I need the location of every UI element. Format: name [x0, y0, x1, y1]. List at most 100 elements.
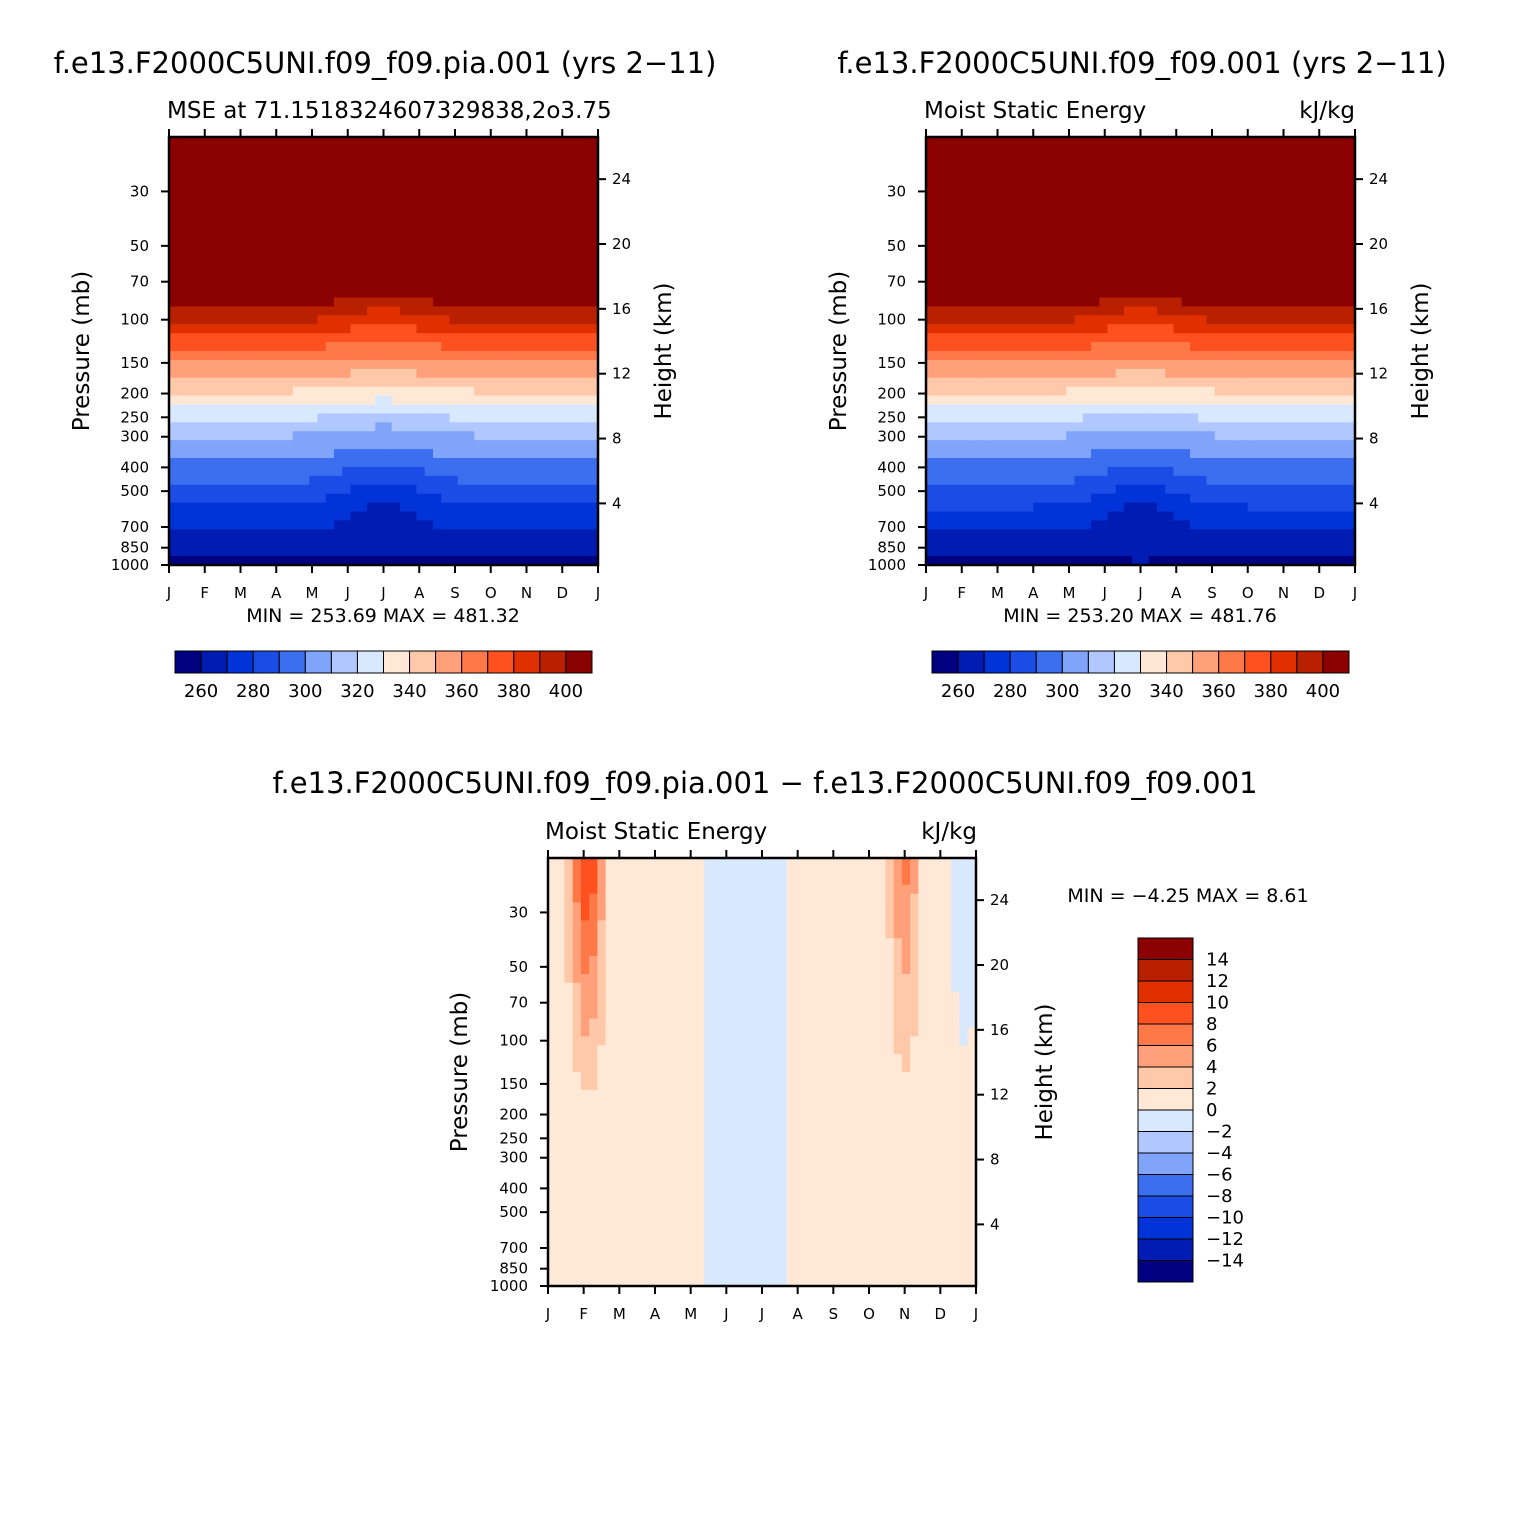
- contour-cell: [334, 449, 343, 459]
- contour-cell: [1016, 226, 1026, 236]
- contour-cell: [1280, 235, 1290, 245]
- contour-cell: [342, 413, 352, 423]
- contour-cell: [449, 208, 459, 218]
- contour-cell: [226, 484, 236, 495]
- contour-cell: [540, 502, 550, 513]
- contour-cell: [1289, 377, 1298, 388]
- contour-cell: [1165, 511, 1175, 522]
- contour-cell: [391, 297, 401, 308]
- contour-cell: [573, 440, 583, 450]
- contour-cell: [1173, 458, 1183, 468]
- contour-cell: [268, 475, 277, 486]
- contour-cell: [507, 484, 517, 495]
- axis-ticks: J F M A M J J A S O N D J305070100150200250300400500…: [111, 129, 631, 602]
- contour-cell: [177, 431, 187, 441]
- contour-cell: [408, 137, 418, 147]
- contour-cell: [292, 377, 302, 388]
- contour-cell: [358, 288, 368, 299]
- contour-cell: [1124, 422, 1133, 432]
- contour-cell: [408, 466, 418, 477]
- contour-cell: [259, 235, 269, 245]
- contour-cell: [235, 493, 244, 504]
- contour-cell: [474, 520, 484, 530]
- contour-cell: [1190, 538, 1199, 548]
- contour-cell: [1223, 404, 1232, 415]
- contour-cell: [226, 466, 236, 477]
- contour-cell: [400, 368, 409, 379]
- contour-cell: [202, 306, 211, 316]
- contour-cell: [1231, 288, 1241, 299]
- contour-cell: [1000, 235, 1010, 245]
- contour-cell: [589, 475, 599, 486]
- contour-cell: [507, 163, 517, 174]
- contour-cell: [482, 520, 492, 530]
- contour-cell: [556, 422, 566, 432]
- contour-cell: [474, 217, 484, 227]
- contour-cell: [1058, 440, 1067, 450]
- contour-cell: [424, 297, 434, 308]
- contour-cell: [424, 458, 434, 468]
- contour-cell: [967, 377, 977, 388]
- contour-cell: [259, 395, 269, 406]
- contour-cell: [317, 306, 327, 316]
- y-tick-label: 200: [120, 385, 149, 403]
- contour-cell: [1256, 279, 1265, 290]
- contour-cell: [1066, 145, 1076, 156]
- contour-cell: [301, 163, 310, 174]
- contour-cell: [1198, 172, 1208, 183]
- contour-cell: [177, 547, 187, 557]
- contour-cell: [532, 359, 541, 370]
- contour-cell: [1115, 306, 1125, 316]
- contour-cell: [1140, 466, 1150, 477]
- contour-cell: [959, 306, 968, 316]
- contour-cell: [975, 368, 985, 379]
- contour-cell: [226, 217, 236, 227]
- contour-cell: [1058, 404, 1067, 415]
- contour-cell: [243, 368, 253, 379]
- contour-cell: [367, 440, 376, 450]
- contour-cell: [1140, 315, 1150, 325]
- contour-cell: [1346, 217, 1356, 227]
- contour-cell: [934, 431, 944, 441]
- contour-cell: [1099, 244, 1109, 254]
- contour-cell: [1140, 279, 1150, 290]
- contour-cell: [210, 502, 220, 513]
- contour-cell: [309, 297, 319, 308]
- contour-cell: [1247, 163, 1257, 174]
- contour-cell: [1190, 377, 1199, 388]
- contour-cell: [1256, 449, 1265, 459]
- contour-cell: [950, 163, 960, 174]
- contour-cell: [1272, 163, 1282, 174]
- contour-cell: [1330, 137, 1340, 147]
- contour-cell: [218, 395, 228, 406]
- contour-cell: [1256, 422, 1265, 432]
- contour-cell: [449, 556, 459, 566]
- contour-cell: [383, 163, 393, 174]
- contour-cell: [1140, 172, 1150, 183]
- contour-cell: [1322, 172, 1331, 183]
- contour-cell: [975, 137, 985, 147]
- contour-cell: [1330, 288, 1340, 299]
- contour-cell: [1305, 511, 1315, 522]
- contour-cell: [1008, 458, 1018, 468]
- contour-cell: [581, 449, 591, 459]
- contour-cell: [1190, 226, 1199, 236]
- contour-cell: [1297, 306, 1307, 316]
- contour-cell: [490, 502, 500, 513]
- contour-cell: [548, 315, 558, 325]
- contour-cell: [433, 431, 442, 441]
- contour-cell: [1049, 395, 1059, 406]
- contour-cell: [1280, 502, 1290, 513]
- contour-cell: [499, 235, 508, 245]
- contour-cell: [210, 359, 220, 370]
- contour-cell: [482, 484, 492, 495]
- contour-cell: [942, 137, 952, 147]
- contour-cell: [210, 261, 220, 272]
- contour-cell: [482, 502, 492, 513]
- contour-cell: [490, 145, 500, 156]
- contour-cell: [1272, 208, 1282, 218]
- contour-cell: [1025, 386, 1034, 397]
- contour-cell: [1099, 270, 1109, 281]
- contour-cell: [1115, 154, 1125, 165]
- contour-cell: [1231, 493, 1241, 504]
